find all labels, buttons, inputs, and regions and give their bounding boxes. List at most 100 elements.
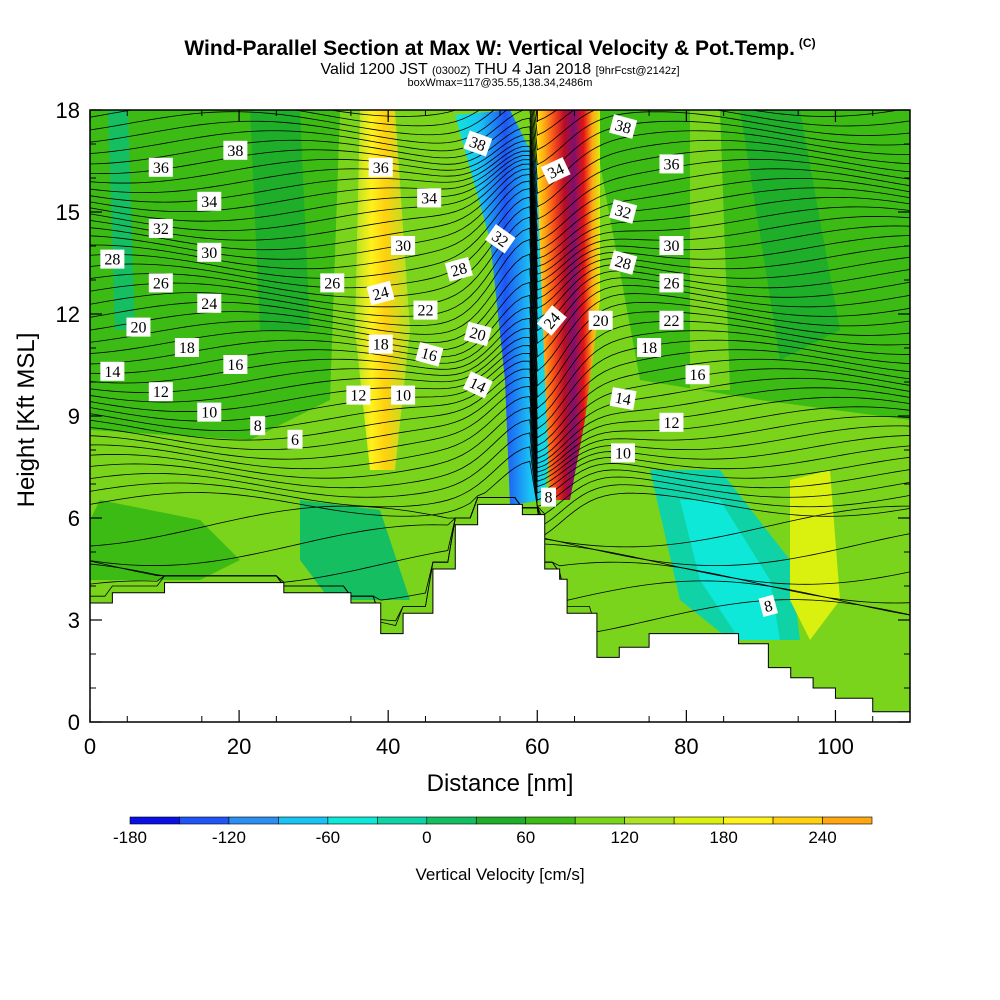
contour-label: 38 — [463, 130, 493, 157]
field-up-red — [535, 110, 600, 500]
contour-label-text: 10 — [201, 405, 217, 422]
valid-time: Valid 1200 JST — [320, 61, 428, 78]
contour-label: 34 — [197, 191, 222, 211]
isentrope-line — [90, 376, 910, 482]
isentrope-line — [90, 345, 910, 465]
contour-label: 34 — [417, 188, 442, 208]
y-tick-label: 0 — [68, 710, 80, 735]
contour-label: 12 — [659, 412, 684, 432]
colorbar-tick-label: 180 — [709, 828, 737, 847]
colorbar-swatch — [228, 816, 279, 825]
isentrope-line — [90, 407, 910, 501]
contour-label-text: 34 — [421, 190, 437, 207]
isentrope-line — [90, 173, 910, 300]
contour-label: 34 — [540, 157, 571, 185]
contour-label-box — [174, 338, 199, 357]
contour-label-text: 28 — [449, 260, 469, 281]
contour-label-box — [540, 157, 571, 185]
contour-label-text: 10 — [395, 388, 411, 405]
contour-label-text: 18 — [373, 337, 389, 354]
contour-label-text: 8 — [254, 418, 262, 435]
contour-label-text: 38 — [613, 117, 633, 138]
contour-label-box — [148, 382, 173, 402]
isentrope-line — [90, 110, 910, 194]
contour-label-text: 32 — [153, 221, 169, 238]
contour-label-box — [415, 342, 444, 367]
contour-label: 18 — [637, 338, 662, 357]
contour-label-box — [148, 273, 173, 293]
colorbar-swatch — [574, 816, 625, 825]
contour-label-box — [659, 412, 684, 432]
contour-label-text: 24 — [201, 296, 217, 313]
isentrope-line — [90, 155, 910, 268]
contour-label: 14 — [462, 371, 493, 399]
y-tick-label: 9 — [68, 404, 80, 429]
contour-label: 36 — [368, 157, 393, 177]
contour-label-box — [148, 219, 173, 238]
y-axis-label: Height [Kft MSL] — [13, 333, 40, 508]
colorbar-swatch — [624, 816, 675, 825]
colorbar-swatch — [129, 816, 180, 825]
field-stripe-2 — [250, 110, 310, 330]
contour-label-box — [659, 154, 684, 174]
contour-label-text: 12 — [350, 388, 366, 405]
y-tick-label: 18 — [56, 98, 80, 123]
contour-label-box — [100, 361, 125, 381]
contour-label: 8 — [540, 487, 556, 507]
isentrope-line — [90, 360, 910, 473]
contour-label-box — [413, 300, 438, 320]
field-lower-right-cyan-2 — [680, 500, 780, 640]
contour-label-box — [368, 334, 393, 354]
contour-label-box — [250, 416, 266, 436]
contour-label: 36 — [659, 154, 684, 174]
colorbar-swatch — [426, 816, 477, 825]
colorbar-swatch — [673, 816, 724, 825]
contour-label: 16 — [223, 355, 248, 374]
contour-label-text: 26 — [663, 275, 679, 292]
x-tick-label: 80 — [674, 734, 698, 759]
valid-date: THU 4 Jan 2018 — [474, 61, 592, 78]
colorbar: -180 -120 -60 0 60 120 180 240 — [113, 816, 873, 847]
field-left-stripe — [108, 110, 135, 330]
isentrope-line — [90, 163, 910, 283]
colorbar-tick-label: -60 — [316, 828, 341, 847]
contour-label-box — [659, 236, 684, 255]
contour-label-text: 22 — [417, 303, 433, 320]
contour-label-text: 34 — [545, 161, 567, 183]
contour-label-text: 14 — [467, 375, 489, 397]
contour-label-box — [346, 385, 371, 405]
contour-label-box — [609, 250, 638, 275]
contour-label-text: 18 — [179, 340, 195, 357]
box-info: boxWmax=117@35.55,138.34,2486m — [407, 77, 593, 89]
forecast-info: [9hrFcst@2142z] — [595, 65, 680, 77]
contour-label: 26 — [148, 273, 173, 293]
contour-label: 38 — [223, 140, 248, 160]
contour-label-text: 20 — [593, 313, 609, 330]
contour-label-box — [417, 188, 442, 208]
x-tick-label: 100 — [817, 734, 854, 759]
contour-label-text: 36 — [153, 160, 169, 177]
chart-subtitle: Valid 1200 JST (0300Z) THU 4 Jan 2018 [9… — [0, 61, 1000, 79]
contour-label: 28 — [100, 249, 125, 269]
field-lower-green — [90, 500, 240, 580]
contour-label: 28 — [444, 257, 473, 282]
contour-label: 20 — [588, 310, 613, 330]
contour-label-box — [320, 273, 345, 293]
colorbar-swatch — [475, 816, 527, 825]
contour-label: 32 — [485, 224, 516, 254]
contour-label: 12 — [346, 385, 371, 405]
contour-label-text: 20 — [468, 325, 488, 346]
contour-label-text: 30 — [395, 238, 411, 255]
contour-label-box — [368, 157, 393, 177]
isentrope-line — [90, 327, 910, 454]
colorbar-swatch — [723, 816, 774, 825]
x-axis-label: Distance [nm] — [427, 770, 574, 797]
contour-label-box — [609, 199, 638, 224]
contour-label: 36 — [148, 157, 173, 177]
isentrope-line — [90, 419, 910, 507]
contour-label-box — [611, 443, 635, 463]
contour-label-box — [463, 321, 492, 347]
contour-label: 26 — [659, 273, 684, 293]
contour-label-box — [391, 236, 416, 255]
contour-label-text: 24 — [371, 284, 391, 305]
